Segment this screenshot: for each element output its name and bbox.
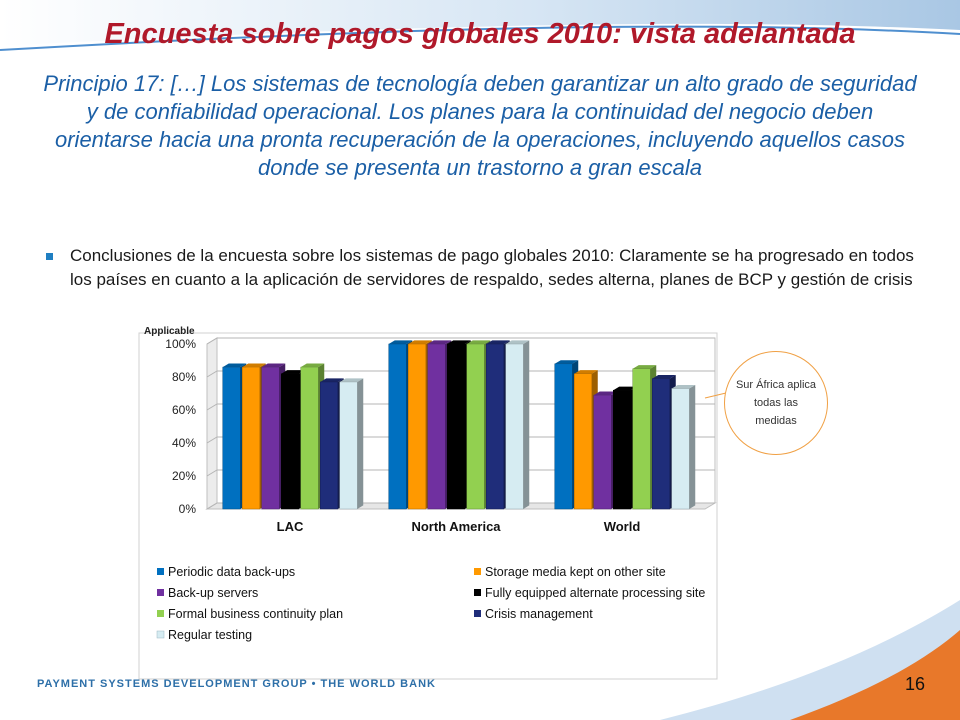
page-number: 16: [905, 674, 926, 694]
bar-top: [554, 360, 579, 364]
callout-text: Sur África aplica todas las medidas: [735, 379, 817, 427]
bar-top: [466, 340, 491, 344]
bar: [261, 366, 280, 510]
bar-top: [427, 340, 452, 344]
bar: [339, 381, 358, 510]
gridline: [206, 502, 715, 510]
bullet-text: Conclusiones de la encuesta sobre los si…: [70, 246, 914, 289]
bar: [466, 343, 485, 510]
bar-top: [652, 375, 676, 379]
bar-top: [486, 340, 510, 344]
bar-side: [689, 384, 696, 509]
bar-top: [281, 370, 305, 374]
legend-swatch: [474, 568, 481, 575]
legend-label: Storage media kept on other site: [485, 565, 666, 579]
bar-top: [242, 363, 266, 368]
bar: [388, 343, 407, 510]
legend-label: Regular testing: [168, 628, 252, 642]
bar-top: [593, 391, 618, 396]
legend-swatch: [156, 630, 165, 639]
y-tick-label: 20%: [172, 469, 196, 483]
bar-top: [320, 378, 344, 382]
bar-top: [222, 363, 247, 368]
bar: [505, 343, 524, 510]
footer-text: PAYMENT SYSTEMS DEVELOPMENT GROUP • THE …: [37, 678, 436, 690]
bar-top: [632, 365, 657, 369]
bar: [281, 373, 299, 510]
bar: [486, 343, 504, 510]
top-band-line: [0, 25, 960, 51]
bar: [408, 343, 426, 510]
y-tick-label: 60%: [172, 403, 196, 417]
bar: [320, 381, 338, 510]
bar: [447, 343, 465, 510]
gridline: [206, 403, 715, 411]
top-band: [0, 0, 960, 46]
legend-swatch: [474, 589, 481, 596]
bar-top: [574, 370, 598, 374]
legend-swatch: [157, 568, 164, 575]
legend-swatch: [157, 610, 164, 617]
legend-label: Formal business continuity plan: [168, 607, 343, 621]
legend-label: Fully equipped alternate processing site: [485, 586, 705, 600]
bar: [222, 366, 241, 510]
legend-label: Crisis management: [485, 607, 593, 621]
y-tick-label: 100%: [165, 337, 196, 351]
bar-top: [613, 386, 637, 391]
bar-top: [408, 340, 432, 344]
callout-bubble: Sur África aplica todas las medidas: [724, 351, 828, 455]
bar-top: [388, 340, 413, 344]
gridline: [206, 370, 715, 378]
bar: [242, 366, 260, 510]
y-tick-label: 80%: [172, 370, 196, 384]
x-category-label: World: [604, 519, 641, 534]
chart-side-wall: [206, 337, 218, 510]
bar: [554, 363, 573, 510]
y-tick-label: 0%: [179, 502, 197, 516]
bar: [632, 368, 651, 510]
y-tick-label: 40%: [172, 436, 196, 450]
bar: [300, 366, 319, 510]
bullet-square-icon: [46, 253, 53, 260]
x-category-label: LAC: [277, 519, 304, 534]
bullet-point: Conclusiones de la encuesta sobre los si…: [46, 244, 920, 292]
bar: [613, 389, 631, 510]
bar: [574, 373, 592, 510]
legend-label: Back-up servers: [168, 586, 258, 600]
bar-top: [300, 363, 325, 368]
y-axis-label: Applicable: [144, 326, 195, 337]
gridline: [206, 469, 715, 477]
bar-side: [523, 340, 530, 509]
bar-top: [505, 340, 530, 344]
bar-top: [339, 378, 364, 382]
callout-connector: [704, 392, 727, 399]
bar: [652, 378, 670, 510]
bar-top: [671, 384, 696, 389]
legend-label: Periodic data back-ups: [168, 565, 295, 579]
bar: [671, 388, 690, 510]
bottom-swoosh-orange: [790, 630, 960, 720]
gridline: [206, 337, 715, 345]
bar-side: [357, 378, 364, 509]
bar-top: [447, 340, 471, 344]
slide-subtitle: Principio 17: […] Los sistemas de tecnol…: [43, 71, 917, 180]
legend-swatch: [157, 589, 164, 596]
legend-swatch: [474, 610, 481, 617]
bar: [593, 394, 612, 510]
slide-title: Encuesta sobre pagos globales 2010: vist…: [104, 18, 856, 50]
bar: [427, 343, 446, 510]
gridline: [206, 436, 715, 444]
x-category-label: North America: [411, 519, 501, 534]
bar-top: [261, 363, 286, 368]
